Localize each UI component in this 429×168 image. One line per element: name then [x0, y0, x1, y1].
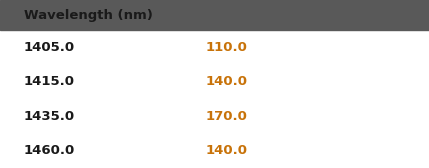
- Text: 110.0: 110.0: [206, 41, 248, 54]
- Text: 140.0: 140.0: [206, 144, 248, 157]
- Text: 1415.0: 1415.0: [24, 75, 75, 88]
- Text: 170.0: 170.0: [206, 110, 248, 123]
- Bar: [0, 0, 429, 30]
- Text: 140.0: 140.0: [206, 75, 248, 88]
- Text: 1435.0: 1435.0: [24, 110, 75, 123]
- Text: 1405.0: 1405.0: [24, 41, 75, 54]
- Text: Wavelength (nm): Wavelength (nm): [24, 9, 152, 22]
- Text: 1460.0: 1460.0: [24, 144, 75, 157]
